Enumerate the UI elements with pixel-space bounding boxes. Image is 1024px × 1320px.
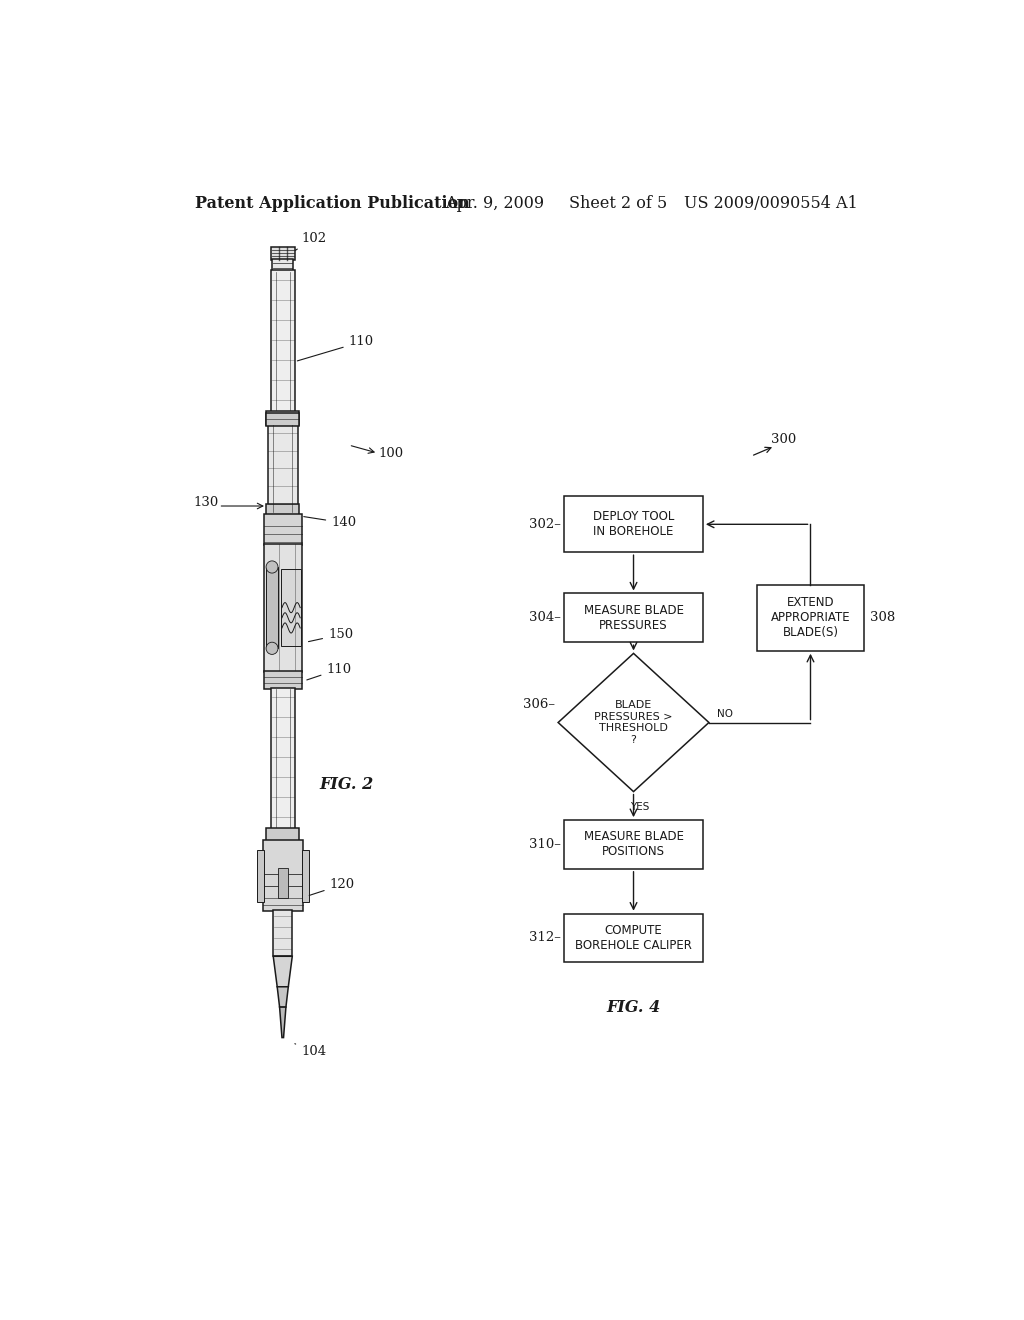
- Polygon shape: [273, 956, 292, 987]
- Text: 100: 100: [378, 447, 403, 461]
- Text: 110: 110: [307, 663, 351, 680]
- Bar: [564, 820, 702, 869]
- Text: 300: 300: [771, 433, 796, 446]
- Text: COMPUTE
BOREHOLE CALIPER: COMPUTE BOREHOLE CALIPER: [575, 924, 692, 952]
- Bar: [273, 909, 292, 956]
- Bar: [267, 424, 298, 515]
- Text: YES: YES: [630, 801, 649, 812]
- Text: Patent Application Publication: Patent Application Publication: [196, 194, 470, 211]
- Text: 310–: 310–: [529, 838, 561, 851]
- Text: 306–: 306–: [523, 698, 555, 710]
- Text: Apr. 9, 2009: Apr. 9, 2009: [445, 194, 545, 211]
- Bar: [264, 671, 302, 689]
- Text: BLADE
PRESSURES >
THRESHOLD
?: BLADE PRESSURES > THRESHOLD ?: [594, 700, 673, 744]
- Polygon shape: [280, 1007, 286, 1038]
- Bar: [257, 850, 264, 903]
- Text: 150: 150: [308, 628, 353, 642]
- Text: 140: 140: [304, 516, 356, 529]
- Text: 312–: 312–: [529, 932, 561, 945]
- Bar: [564, 913, 702, 962]
- Text: 120: 120: [309, 878, 354, 895]
- Bar: [564, 594, 702, 643]
- Text: 102: 102: [295, 232, 326, 251]
- Bar: [266, 412, 299, 425]
- Bar: [564, 496, 702, 552]
- Bar: [264, 513, 302, 545]
- Text: DEPLOY TOOL
IN BOREHOLE: DEPLOY TOOL IN BOREHOLE: [593, 511, 674, 539]
- Bar: [266, 828, 299, 841]
- Bar: [278, 867, 288, 899]
- Bar: [270, 271, 295, 412]
- Text: MEASURE BLADE
POSITIONS: MEASURE BLADE POSITIONS: [584, 830, 684, 858]
- Bar: [270, 688, 295, 829]
- Bar: [264, 544, 302, 672]
- Text: MEASURE BLADE
PRESSURES: MEASURE BLADE PRESSURES: [584, 603, 684, 632]
- Text: FIG. 2: FIG. 2: [319, 776, 374, 793]
- Bar: [757, 585, 864, 651]
- Text: EXTEND
APPROPRIATE
BLADE(S): EXTEND APPROPRIATE BLADE(S): [771, 597, 850, 639]
- Bar: [302, 850, 309, 903]
- Bar: [270, 247, 295, 260]
- Text: 304–: 304–: [529, 611, 561, 624]
- Bar: [272, 259, 293, 272]
- Bar: [266, 504, 299, 516]
- Text: 110: 110: [297, 335, 374, 360]
- Polygon shape: [558, 653, 709, 792]
- Ellipse shape: [266, 643, 278, 655]
- Text: NO: NO: [717, 709, 733, 719]
- Text: 308: 308: [870, 611, 896, 624]
- Text: 130: 130: [194, 496, 218, 510]
- Polygon shape: [278, 987, 289, 1007]
- Ellipse shape: [266, 561, 278, 573]
- Text: FIG. 4: FIG. 4: [606, 999, 660, 1015]
- Text: 104: 104: [295, 1044, 326, 1057]
- Text: 302–: 302–: [529, 517, 561, 531]
- Bar: [266, 413, 299, 426]
- Bar: [282, 569, 301, 647]
- Text: Sheet 2 of 5: Sheet 2 of 5: [569, 194, 668, 211]
- Bar: [266, 568, 278, 648]
- Bar: [263, 841, 303, 911]
- Text: US 2009/0090554 A1: US 2009/0090554 A1: [684, 194, 857, 211]
